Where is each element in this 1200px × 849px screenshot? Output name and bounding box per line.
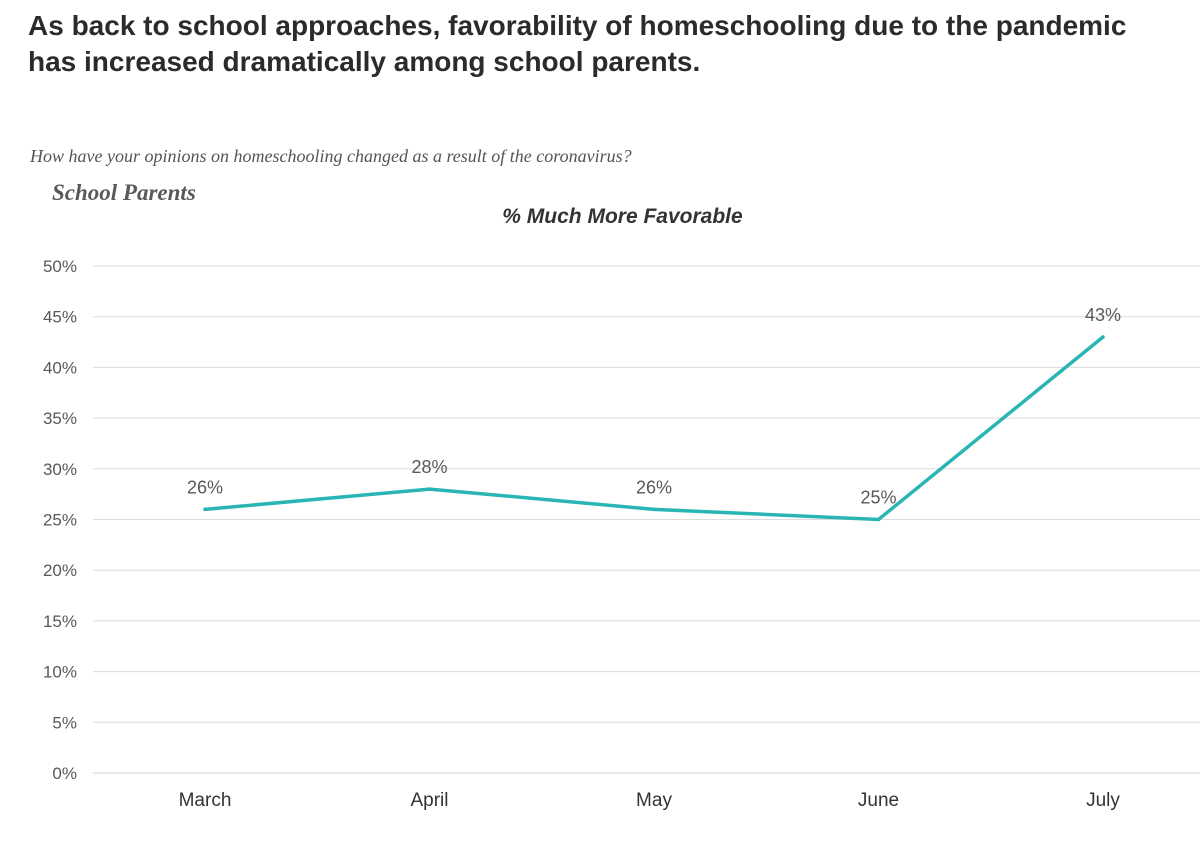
data-label: 43%: [1085, 305, 1121, 325]
y-tick-label: 20%: [43, 561, 77, 580]
y-tick-label: 15%: [43, 612, 77, 631]
x-tick-label: June: [858, 790, 899, 811]
data-point: [652, 507, 656, 512]
survey-question: How have your opinions on homeschooling …: [30, 146, 632, 166]
data-label: 28%: [411, 457, 447, 477]
x-axis-ticks: March April May June July: [179, 790, 1121, 811]
gridlines: [93, 265, 1200, 774]
data-label: 26%: [636, 477, 672, 497]
data-label: 26%: [187, 477, 223, 497]
y-tick-label: 5%: [52, 713, 77, 732]
series-layer: [203, 335, 1105, 522]
x-tick-label: May: [636, 790, 672, 811]
data-point: [427, 487, 432, 491]
data-labels: 26% 28% 26% 25% 43%: [187, 305, 1121, 508]
chart-title: % Much More Favorable: [502, 205, 743, 228]
data-point: [876, 517, 881, 522]
y-tick-label: 50%: [43, 257, 77, 276]
data-point: [203, 507, 207, 512]
x-tick-label: April: [410, 790, 448, 811]
y-tick-label: 45%: [43, 308, 77, 327]
y-axis-ticks: 0% 5% 10% 15% 20% 25% 30% 35% 40% 45% 50%: [43, 257, 77, 783]
respondent-group-label: School Parents: [52, 180, 196, 205]
y-tick-label: 10%: [43, 663, 77, 682]
y-tick-label: 0%: [52, 764, 77, 783]
data-point: [1101, 335, 1105, 339]
data-label: 25%: [860, 488, 896, 508]
x-tick-label: July: [1086, 790, 1120, 811]
chart-headline: As back to school approaches, favorabili…: [28, 10, 1127, 77]
x-tick-label: March: [179, 790, 232, 811]
y-tick-label: 35%: [43, 409, 77, 428]
y-tick-label: 40%: [43, 358, 77, 377]
y-tick-label: 30%: [43, 460, 77, 479]
y-tick-label: 25%: [43, 511, 77, 530]
